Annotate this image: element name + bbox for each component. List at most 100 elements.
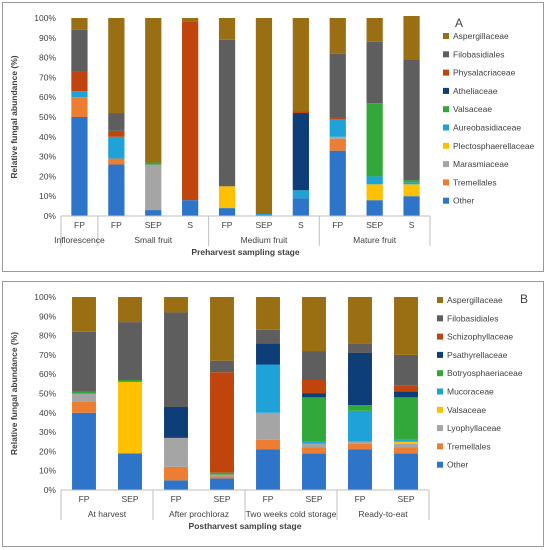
chart-a-bar-segment — [366, 184, 383, 201]
chart-a-bar-segment — [108, 113, 125, 131]
chart-a-bar-segment — [329, 53, 346, 117]
chart-a-legend-label: Aspergillaceae — [453, 31, 509, 41]
chart-b-bar-segment — [210, 360, 234, 373]
chart-a-legend-label: Physalacriaceae — [453, 68, 516, 78]
chart-b-category-label: FP — [171, 494, 182, 504]
chart-a-bar-segment — [366, 200, 383, 216]
chart-b-legend-swatch — [437, 406, 443, 413]
chart-b-bar-segment — [164, 466, 188, 481]
chart-a-bar-segment — [366, 41, 383, 104]
chart-a-bar-segment — [292, 111, 309, 114]
chart-a-y-tick-label: 90% — [39, 33, 56, 43]
chart-a-category-label: S — [298, 220, 304, 230]
chart-a-bar-segment — [182, 21, 199, 201]
chart-b-y-tick-label: 80% — [39, 331, 56, 341]
chart-b-bar-segment — [302, 441, 326, 444]
chart-b-bar-segment — [210, 472, 234, 475]
chart-a-bar-segment — [145, 18, 162, 163]
chart-a-bar-segment — [329, 118, 346, 137]
chart-b-bar-segment — [394, 297, 418, 355]
chart-b-group-label: At harvest — [88, 509, 127, 519]
chart-a-bar-segment — [71, 117, 88, 216]
chart-a-bar-segment — [403, 184, 420, 197]
chart-a-bar-segment — [292, 198, 309, 216]
chart-b-y-tick-label: 20% — [39, 446, 56, 456]
chart-a-bar-segment — [218, 39, 236, 187]
chart-a-legend-label: Marasmiaceae — [453, 159, 509, 169]
chart-b-bar-segment — [302, 297, 326, 352]
chart-a-bar-segment — [292, 190, 309, 199]
chart-b-legend-label: Filobasidiales — [447, 313, 499, 323]
chart-b-legend-label: Aspergillaceae — [447, 295, 503, 305]
chart-a-legend-label: Filobasidiales — [453, 49, 505, 59]
chart-a-y-tick-label: 60% — [39, 92, 56, 102]
chart-a-legend-label: Valsaceae — [453, 104, 492, 114]
chart-a-legend-swatch — [443, 197, 449, 204]
chart-a-bar-segment — [403, 182, 420, 185]
chart-b-legend-label: Lyophyllaceae — [447, 423, 501, 433]
chart-a-category-label: FP — [111, 220, 122, 230]
chart-b-bar-segment — [164, 437, 188, 467]
chart-b-bar-segment — [394, 443, 418, 448]
chart-b-bar-segment — [394, 397, 418, 440]
chart-b-bar-segment — [210, 297, 234, 361]
chart-b-category-label: SEP — [121, 494, 138, 504]
chart-b-bar-segment — [118, 297, 142, 323]
chart-b-bar-segment — [256, 297, 280, 330]
chart-a-category-label: S — [409, 220, 415, 230]
chart-a-bar-segment — [108, 164, 125, 216]
chart-b-bar-segment — [118, 379, 142, 382]
chart-a-bar-segment — [145, 210, 162, 216]
chart-a-y-tick-label: 20% — [39, 171, 56, 181]
chart-a-bar-segment — [71, 91, 88, 98]
chart-a-y-tick-label: 0% — [44, 211, 57, 221]
chart-b-y-tick-label: 90% — [39, 311, 56, 321]
chart-a-bar-segment — [403, 196, 420, 216]
chart-b-x-axis-label: Postharvest sampling stage — [189, 521, 302, 531]
chart-a-legend-swatch — [443, 106, 449, 113]
chart-panel-a: A Relative fungal abundance (%) 0% 10% 20% 30… — [2, 2, 544, 272]
chart-a-bar-segment — [218, 18, 236, 40]
chart-a-bar-segment — [366, 176, 383, 185]
chart-a-bar-segment — [71, 18, 88, 30]
chart-a-bar-segment — [108, 136, 125, 159]
chart-a-y-tick-label: 100% — [34, 13, 56, 23]
chart-a-legend-swatch — [443, 33, 449, 39]
chart-a-bar-segment — [218, 208, 236, 216]
chart-b-bar-segment — [348, 410, 372, 442]
chart-b-bar-segment — [394, 385, 418, 392]
chart-b-bar-segment — [118, 381, 142, 454]
chart-b-bar-segment — [394, 447, 418, 454]
chart-a-category-label: FP — [222, 220, 233, 230]
chart-a-bar-segment — [145, 162, 162, 165]
chart-b-bar-segment — [164, 480, 188, 490]
chart-a-category-label: S — [187, 220, 193, 230]
chart-a-bar-segment — [255, 18, 273, 215]
chart-a-y-tick-label: 80% — [39, 53, 56, 63]
chart-b-legend-swatch — [437, 370, 443, 377]
chart-a-bar-segment — [403, 59, 420, 181]
chart-b-bar-segment — [348, 297, 372, 344]
chart-b-bar-segment — [210, 372, 234, 473]
chart-b-y-tick-label: 70% — [39, 350, 56, 360]
chart-b-bar-segment — [394, 441, 418, 444]
chart-b-bar-segment — [164, 297, 188, 313]
chart-a-bar-segment — [366, 103, 383, 177]
chart-b-bar-segment — [302, 397, 326, 442]
chart-b-category-label: SEP — [213, 494, 230, 504]
chart-b-bar-segment — [348, 441, 372, 444]
chart-b-bar-segment — [394, 453, 418, 490]
chart-a-bar-segment — [366, 18, 383, 42]
chart-a-bar-segment — [403, 16, 420, 60]
chart-b-category-label: FP — [263, 494, 274, 504]
chart-a-bar-segment — [71, 97, 88, 117]
chart-a-bar-segment — [403, 180, 420, 183]
chart-b-y-tick-label: 100% — [34, 292, 56, 302]
chart-a-category-label: FP — [332, 220, 343, 230]
chart-b-y-axis-label: Relative fungal abundance (%) — [9, 332, 19, 455]
chart-a-bar-segment — [329, 117, 346, 119]
chart-b-legend-label: Tremellales — [447, 441, 491, 451]
chart-b-bar-segment — [302, 453, 326, 490]
chart-b-bar-segment — [302, 447, 326, 454]
chart-a-bar-segment — [108, 18, 125, 114]
